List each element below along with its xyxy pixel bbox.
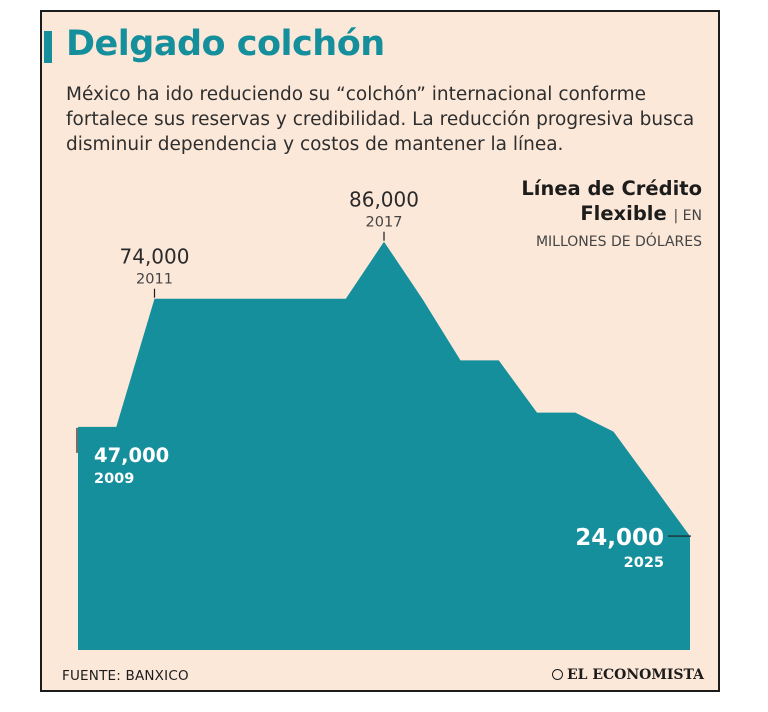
area-series [78,241,690,650]
subtitle: México ha ido reduciendo su “colchón” in… [66,84,695,155]
data-label-year-2025: 2025 [624,555,664,571]
brand-mark-icon [551,669,563,680]
data-label-value-2017: 86,000 [349,188,419,212]
annotation-layer: 47,000 2009 74,000 2011 86,000 2017 24,000 2025 [76,188,691,571]
legend-unit-prefix: | EN [673,208,703,224]
data-label-value-2025: 24,000 [575,525,664,551]
legend-unit: MILLONES DE DÓLARES [535,234,702,250]
title-accent-bar [44,31,52,63]
area-chart: 47,000 2009 74,000 2011 86,000 2017 24,000 2025 [76,188,691,650]
source-note: FUENTE: BANXICO [62,668,189,684]
data-label-year-2011: 2011 [136,272,173,288]
data-label-year-2009: 2009 [94,471,134,487]
page-title: Delgado colchón [66,24,385,64]
brand-logo: EL ECONOMISTA [551,667,704,683]
data-label-value-2011: 74,000 [120,245,190,269]
legend: Línea de Crédito Flexible | EN MILLONES … [521,176,702,250]
infographic-frame: Delgado colchón México ha ido reduciendo… [40,10,720,692]
legend-title-line1: Línea de Crédito [521,177,702,200]
data-label-year-2017: 2017 [366,215,403,231]
brand-name: EL ECONOMISTA [566,667,704,683]
data-label-value-2009: 47,000 [94,444,169,467]
legend-title-line2: Flexible [580,202,667,225]
